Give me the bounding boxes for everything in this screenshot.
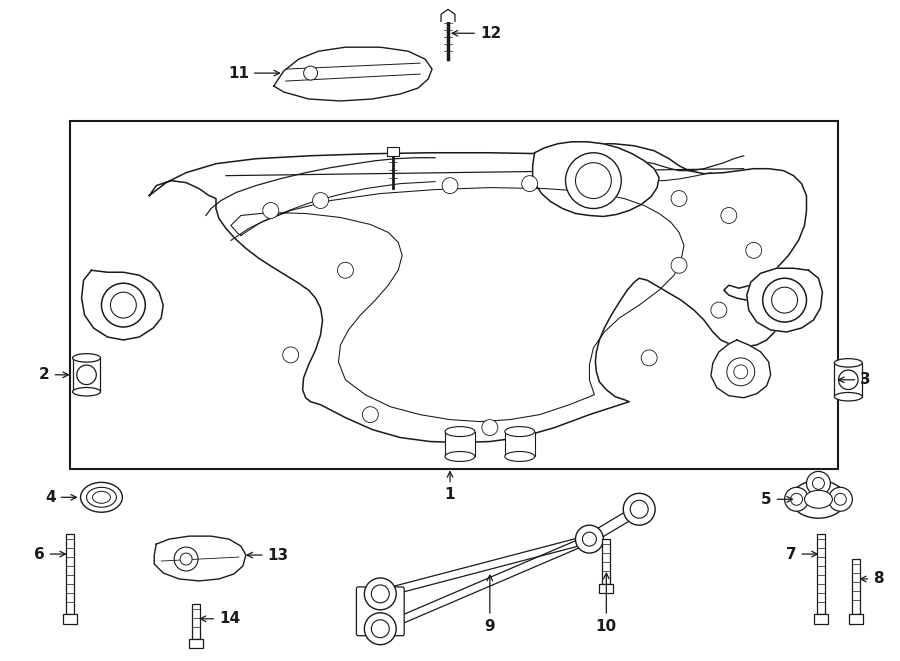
Circle shape	[711, 302, 727, 318]
Circle shape	[575, 525, 603, 553]
Circle shape	[482, 420, 498, 436]
Polygon shape	[441, 9, 455, 21]
Circle shape	[790, 493, 803, 505]
Circle shape	[630, 500, 648, 518]
Polygon shape	[533, 142, 659, 217]
Ellipse shape	[505, 451, 535, 461]
Circle shape	[372, 620, 390, 638]
Text: 9: 9	[484, 575, 495, 634]
Text: 5: 5	[761, 492, 792, 507]
Text: 6: 6	[34, 547, 66, 562]
Text: 7: 7	[786, 547, 817, 562]
Polygon shape	[711, 340, 770, 398]
Bar	[817, 534, 825, 614]
Circle shape	[283, 347, 299, 363]
Text: 8: 8	[860, 572, 884, 586]
Ellipse shape	[505, 426, 535, 436]
Circle shape	[624, 493, 655, 525]
Polygon shape	[154, 536, 246, 581]
Circle shape	[180, 553, 192, 565]
Circle shape	[364, 613, 396, 644]
Text: 2: 2	[39, 368, 68, 382]
FancyBboxPatch shape	[599, 584, 613, 593]
Text: 13: 13	[248, 547, 289, 563]
Polygon shape	[747, 268, 823, 332]
Circle shape	[582, 532, 597, 546]
Ellipse shape	[81, 483, 122, 512]
Circle shape	[175, 547, 198, 571]
Bar	[73, 358, 101, 392]
Bar	[834, 363, 862, 397]
Circle shape	[771, 287, 797, 313]
Bar	[66, 534, 74, 614]
Circle shape	[671, 190, 687, 206]
Ellipse shape	[834, 393, 862, 401]
Ellipse shape	[834, 359, 862, 367]
Circle shape	[762, 278, 806, 322]
Bar	[602, 539, 610, 584]
Text: 10: 10	[596, 573, 617, 634]
Circle shape	[734, 365, 748, 379]
FancyBboxPatch shape	[63, 614, 76, 624]
Ellipse shape	[86, 487, 116, 507]
Polygon shape	[82, 270, 163, 340]
Bar	[852, 559, 860, 614]
FancyBboxPatch shape	[356, 587, 404, 636]
Circle shape	[813, 477, 824, 489]
Circle shape	[806, 471, 831, 495]
Circle shape	[363, 407, 378, 422]
Ellipse shape	[791, 481, 846, 518]
FancyBboxPatch shape	[387, 147, 400, 156]
FancyBboxPatch shape	[189, 639, 203, 648]
Circle shape	[575, 163, 611, 198]
Bar	[445, 432, 475, 457]
Circle shape	[746, 243, 761, 258]
Circle shape	[727, 358, 755, 386]
Text: 11: 11	[228, 65, 280, 81]
Text: 12: 12	[452, 26, 501, 41]
Circle shape	[671, 257, 687, 273]
Circle shape	[303, 66, 318, 80]
FancyBboxPatch shape	[814, 614, 828, 624]
Text: 4: 4	[45, 490, 76, 505]
Circle shape	[641, 350, 657, 366]
Polygon shape	[149, 144, 806, 442]
Circle shape	[312, 192, 328, 208]
Circle shape	[111, 292, 136, 318]
Circle shape	[263, 202, 279, 219]
Text: 14: 14	[200, 611, 240, 626]
Circle shape	[565, 153, 621, 208]
Bar	[505, 432, 535, 457]
Text: 1: 1	[445, 471, 455, 502]
Circle shape	[338, 262, 354, 278]
Ellipse shape	[73, 387, 101, 396]
Circle shape	[442, 178, 458, 194]
Circle shape	[834, 493, 846, 505]
Circle shape	[828, 487, 852, 511]
Circle shape	[102, 283, 145, 327]
Ellipse shape	[93, 491, 111, 503]
Circle shape	[364, 578, 396, 610]
FancyBboxPatch shape	[850, 614, 863, 624]
Circle shape	[522, 176, 537, 192]
Circle shape	[721, 208, 737, 223]
Circle shape	[76, 365, 96, 385]
Ellipse shape	[805, 490, 832, 508]
Text: 3: 3	[839, 372, 871, 387]
Bar	[192, 604, 200, 639]
Circle shape	[839, 370, 858, 389]
Ellipse shape	[445, 451, 475, 461]
Circle shape	[372, 585, 390, 603]
Ellipse shape	[73, 354, 101, 362]
Circle shape	[785, 487, 808, 511]
Bar	[69, 121, 839, 469]
Polygon shape	[274, 47, 432, 101]
Ellipse shape	[445, 426, 475, 436]
